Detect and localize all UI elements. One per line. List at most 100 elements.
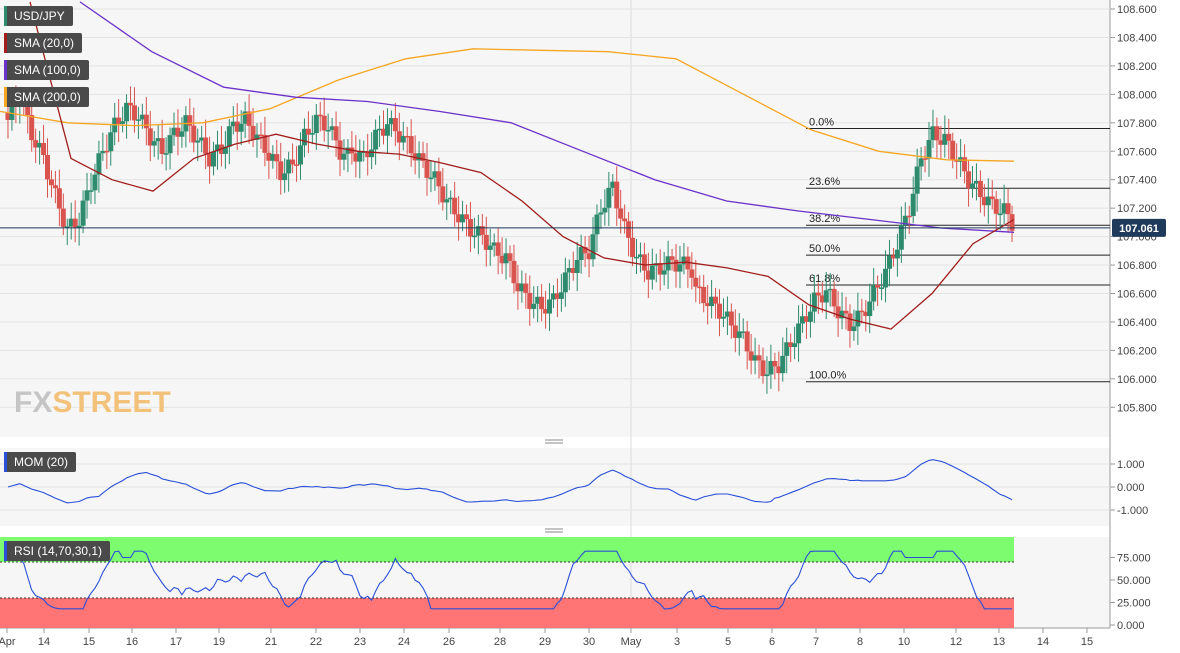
price-tick-label: 106.800 <box>1117 260 1157 272</box>
candle-body <box>179 131 185 137</box>
candle-body <box>950 140 956 160</box>
time-tick-label: 17 <box>170 636 182 648</box>
fib-label: 61.8% <box>809 273 840 285</box>
symbol-label[interactable]: USD/JPY <box>4 6 73 26</box>
time-tick-label: 13 <box>993 636 1005 648</box>
candle-body <box>120 121 126 124</box>
candle-body <box>543 309 549 314</box>
price-panel[interactable] <box>0 0 1110 437</box>
candle-body <box>902 215 908 226</box>
current-price-tag[interactable] <box>1112 218 1166 237</box>
candle-body <box>420 153 426 161</box>
candle-body <box>531 303 537 309</box>
time-tick-label: 3 <box>674 636 680 648</box>
candle-body <box>254 134 260 140</box>
candle-body <box>491 242 497 246</box>
candle-body <box>5 112 11 120</box>
candle-body <box>835 306 841 319</box>
candle-body <box>930 126 936 141</box>
candle-body <box>72 218 78 228</box>
panel-resize-handle[interactable] <box>545 439 563 444</box>
candle-body <box>428 177 434 180</box>
panel-resize-handle[interactable] <box>545 528 563 533</box>
candle-body <box>732 325 738 338</box>
candle-body <box>396 131 402 143</box>
candle-body <box>159 138 165 154</box>
candle-body <box>511 260 517 284</box>
candle-body <box>847 313 853 332</box>
candle-body <box>590 234 596 260</box>
sma100-swatch <box>4 60 7 80</box>
price-tick-label: 108.400 <box>1117 32 1157 44</box>
candle-body <box>547 299 553 314</box>
candle-body <box>195 140 201 143</box>
candle-body <box>934 126 940 141</box>
candle-body <box>337 140 343 160</box>
symbol-text: USD/JPY <box>14 9 65 23</box>
candle-body <box>748 351 754 361</box>
candle-body <box>199 137 205 141</box>
candle-body <box>630 237 636 257</box>
candle-body <box>886 255 892 269</box>
candle-body <box>788 342 794 347</box>
sma200-line <box>0 48 1015 162</box>
candle-body <box>317 114 323 117</box>
sma200-label[interactable]: SMA (200,0) <box>4 87 89 107</box>
candle-body <box>246 111 252 126</box>
sma20-label[interactable]: SMA (20,0) <box>4 33 83 53</box>
candle-body <box>286 159 292 174</box>
candle-body <box>503 253 509 264</box>
candle-body <box>720 316 726 319</box>
time-tick-label: 21 <box>265 636 277 648</box>
candle-body <box>282 173 288 181</box>
time-tick-label: 15 <box>1081 636 1093 648</box>
candle-body <box>550 293 556 300</box>
candle-body <box>800 316 806 324</box>
candle-body <box>60 208 66 227</box>
candle-body <box>325 129 331 132</box>
candle-body <box>373 129 379 150</box>
candle-body <box>384 124 390 136</box>
candle-body <box>238 123 244 132</box>
candle-body <box>171 127 177 136</box>
mom-tick-label: -1.000 <box>1117 505 1148 517</box>
candle-body <box>329 126 335 130</box>
candle-body <box>483 234 489 250</box>
candle-body <box>108 132 114 152</box>
candle-body <box>357 151 363 162</box>
sma20-line <box>29 1 1015 330</box>
candle-body <box>649 265 655 280</box>
candle-body <box>705 303 711 307</box>
candle-body <box>594 214 600 235</box>
candle-body <box>823 290 829 303</box>
candle-body <box>294 164 300 166</box>
candle-body <box>128 102 134 106</box>
candle-body <box>25 105 31 116</box>
candle-body <box>313 114 319 134</box>
candle-body <box>388 118 394 125</box>
mom-label[interactable]: MOM (20) <box>4 452 76 472</box>
candle-body <box>622 218 628 222</box>
price-tick-label: 106.200 <box>1117 345 1157 357</box>
candle-body <box>207 153 213 167</box>
time-tick-label: 29 <box>539 636 551 648</box>
candle-body <box>45 154 51 180</box>
candle-body <box>831 288 837 307</box>
brand-part2: STREET <box>52 386 171 419</box>
rsi-label[interactable]: RSI (14,70,30,1) <box>4 541 111 561</box>
mom-tick-label: 0.000 <box>1117 482 1145 494</box>
candle-body <box>341 153 347 160</box>
time-tick-label: 16 <box>126 636 138 648</box>
price-tick-label: 108.000 <box>1117 89 1157 101</box>
candle-body <box>582 247 588 254</box>
candle-body <box>578 247 584 261</box>
sma100-label[interactable]: SMA (100,0) <box>4 60 89 80</box>
candle-body <box>404 135 410 138</box>
candle-body <box>863 311 869 317</box>
candle-body <box>131 105 137 121</box>
time-tick-label: 15 <box>83 636 95 648</box>
candle-body <box>898 225 904 250</box>
candle-body <box>855 310 861 327</box>
time-tick-label: 6 <box>769 636 775 648</box>
candle-body <box>56 188 62 209</box>
